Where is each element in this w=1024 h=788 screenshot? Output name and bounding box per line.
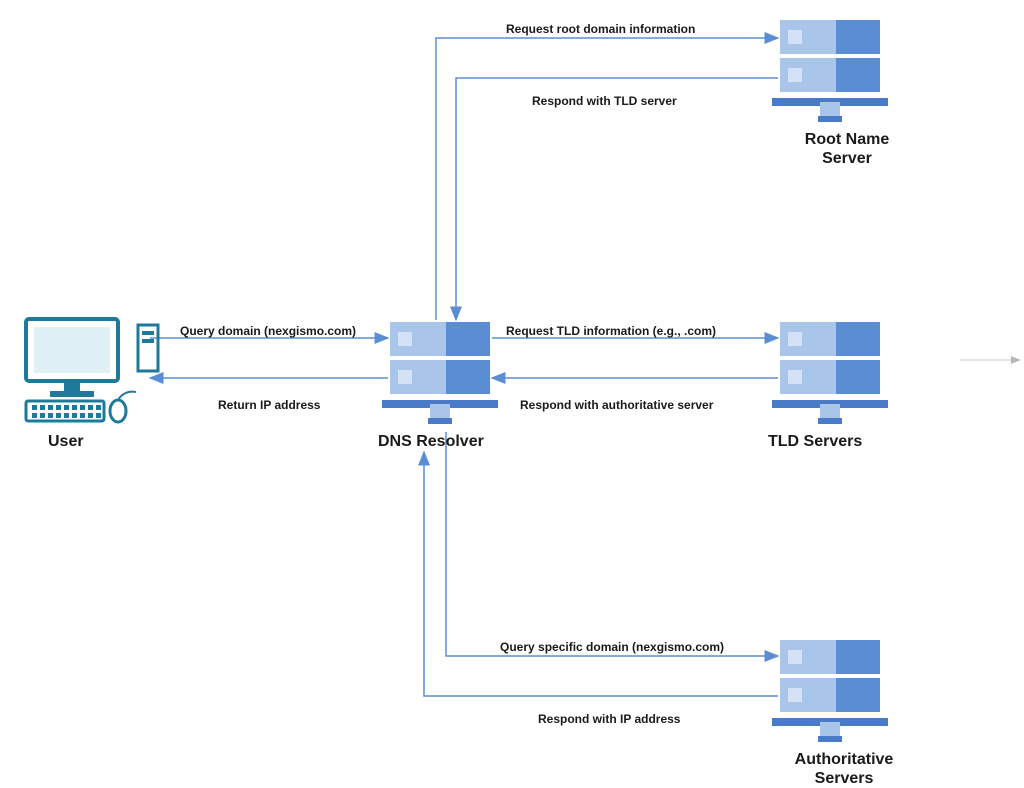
edge-label-7: Respond with IP address [538, 712, 680, 726]
edge-label-4: Request TLD information (e.g., .com) [506, 324, 716, 338]
edge-label-5: Respond with authoritative server [520, 398, 713, 412]
label-resolver: DNS Resolver [378, 432, 484, 451]
edge-label-3: Respond with TLD server [532, 94, 677, 108]
edge-label-0: Query domain (nexgismo.com) [180, 324, 356, 338]
server-icon-auth [772, 640, 888, 742]
server-icon-tld [772, 322, 888, 424]
edge-label-2: Request root domain information [506, 22, 695, 36]
edge-label-6: Query specific domain (nexgismo.com) [500, 640, 724, 654]
label-user: User [48, 432, 84, 451]
label-tld: TLD Servers [768, 432, 862, 451]
label-auth: Authoritative Servers [784, 750, 904, 788]
edge-label-1: Return IP address [218, 398, 320, 412]
server-icon-root [772, 20, 888, 122]
server-icon-resolver [382, 322, 498, 424]
diagram-canvas [0, 0, 1024, 778]
computer-icon-user [26, 319, 158, 422]
label-root: Root Name Server [792, 130, 902, 168]
